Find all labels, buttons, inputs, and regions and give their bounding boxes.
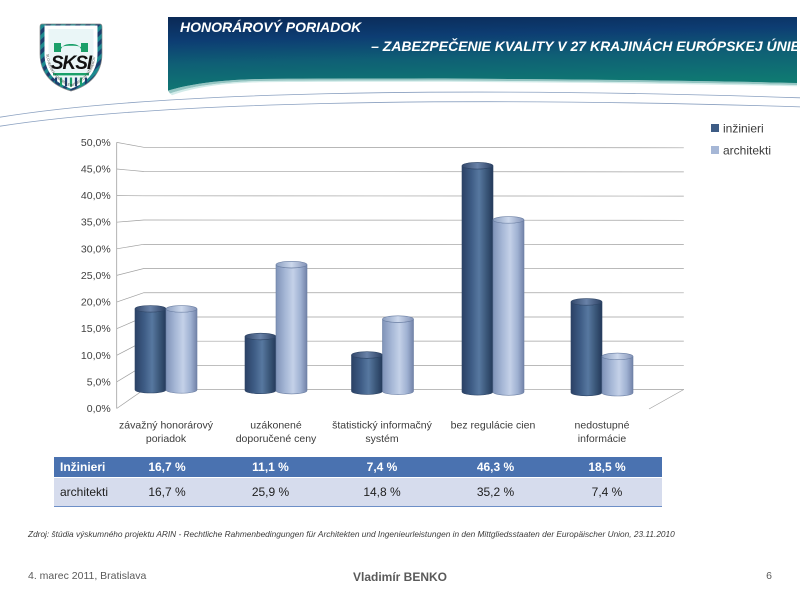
svg-text:0,0%: 0,0% [87, 403, 111, 415]
svg-text:nedostupné: nedostupné [575, 420, 630, 432]
svg-text:závažný honorárový: závažný honorárový [119, 420, 214, 432]
svg-text:architekti: architekti [723, 144, 771, 158]
svg-text:systém: systém [365, 433, 399, 445]
svg-text:10,0%: 10,0% [81, 350, 111, 362]
svg-text:40,0%: 40,0% [81, 190, 111, 202]
svg-text:informácie: informácie [578, 433, 627, 445]
svg-text:doporučené ceny: doporučené ceny [236, 433, 317, 445]
svg-text:25,0%: 25,0% [81, 270, 111, 282]
svg-text:5,0%: 5,0% [87, 376, 111, 388]
svg-text:30,0%: 30,0% [81, 243, 111, 255]
svg-text:35,0%: 35,0% [81, 217, 111, 229]
svg-text:uzákonené: uzákonené [250, 420, 302, 432]
svg-text:15,0%: 15,0% [81, 323, 111, 335]
svg-text:45,0%: 45,0% [81, 164, 111, 176]
svg-text:poriadok: poriadok [146, 433, 187, 445]
svg-text:20,0%: 20,0% [81, 297, 111, 309]
svg-text:bez regulácie cien: bez regulácie cien [451, 420, 536, 432]
svg-text:štatistický informačný: štatistický informačný [332, 420, 433, 432]
svg-text:inžinieri: inžinieri [723, 122, 764, 136]
svg-text:50,0%: 50,0% [81, 137, 111, 149]
